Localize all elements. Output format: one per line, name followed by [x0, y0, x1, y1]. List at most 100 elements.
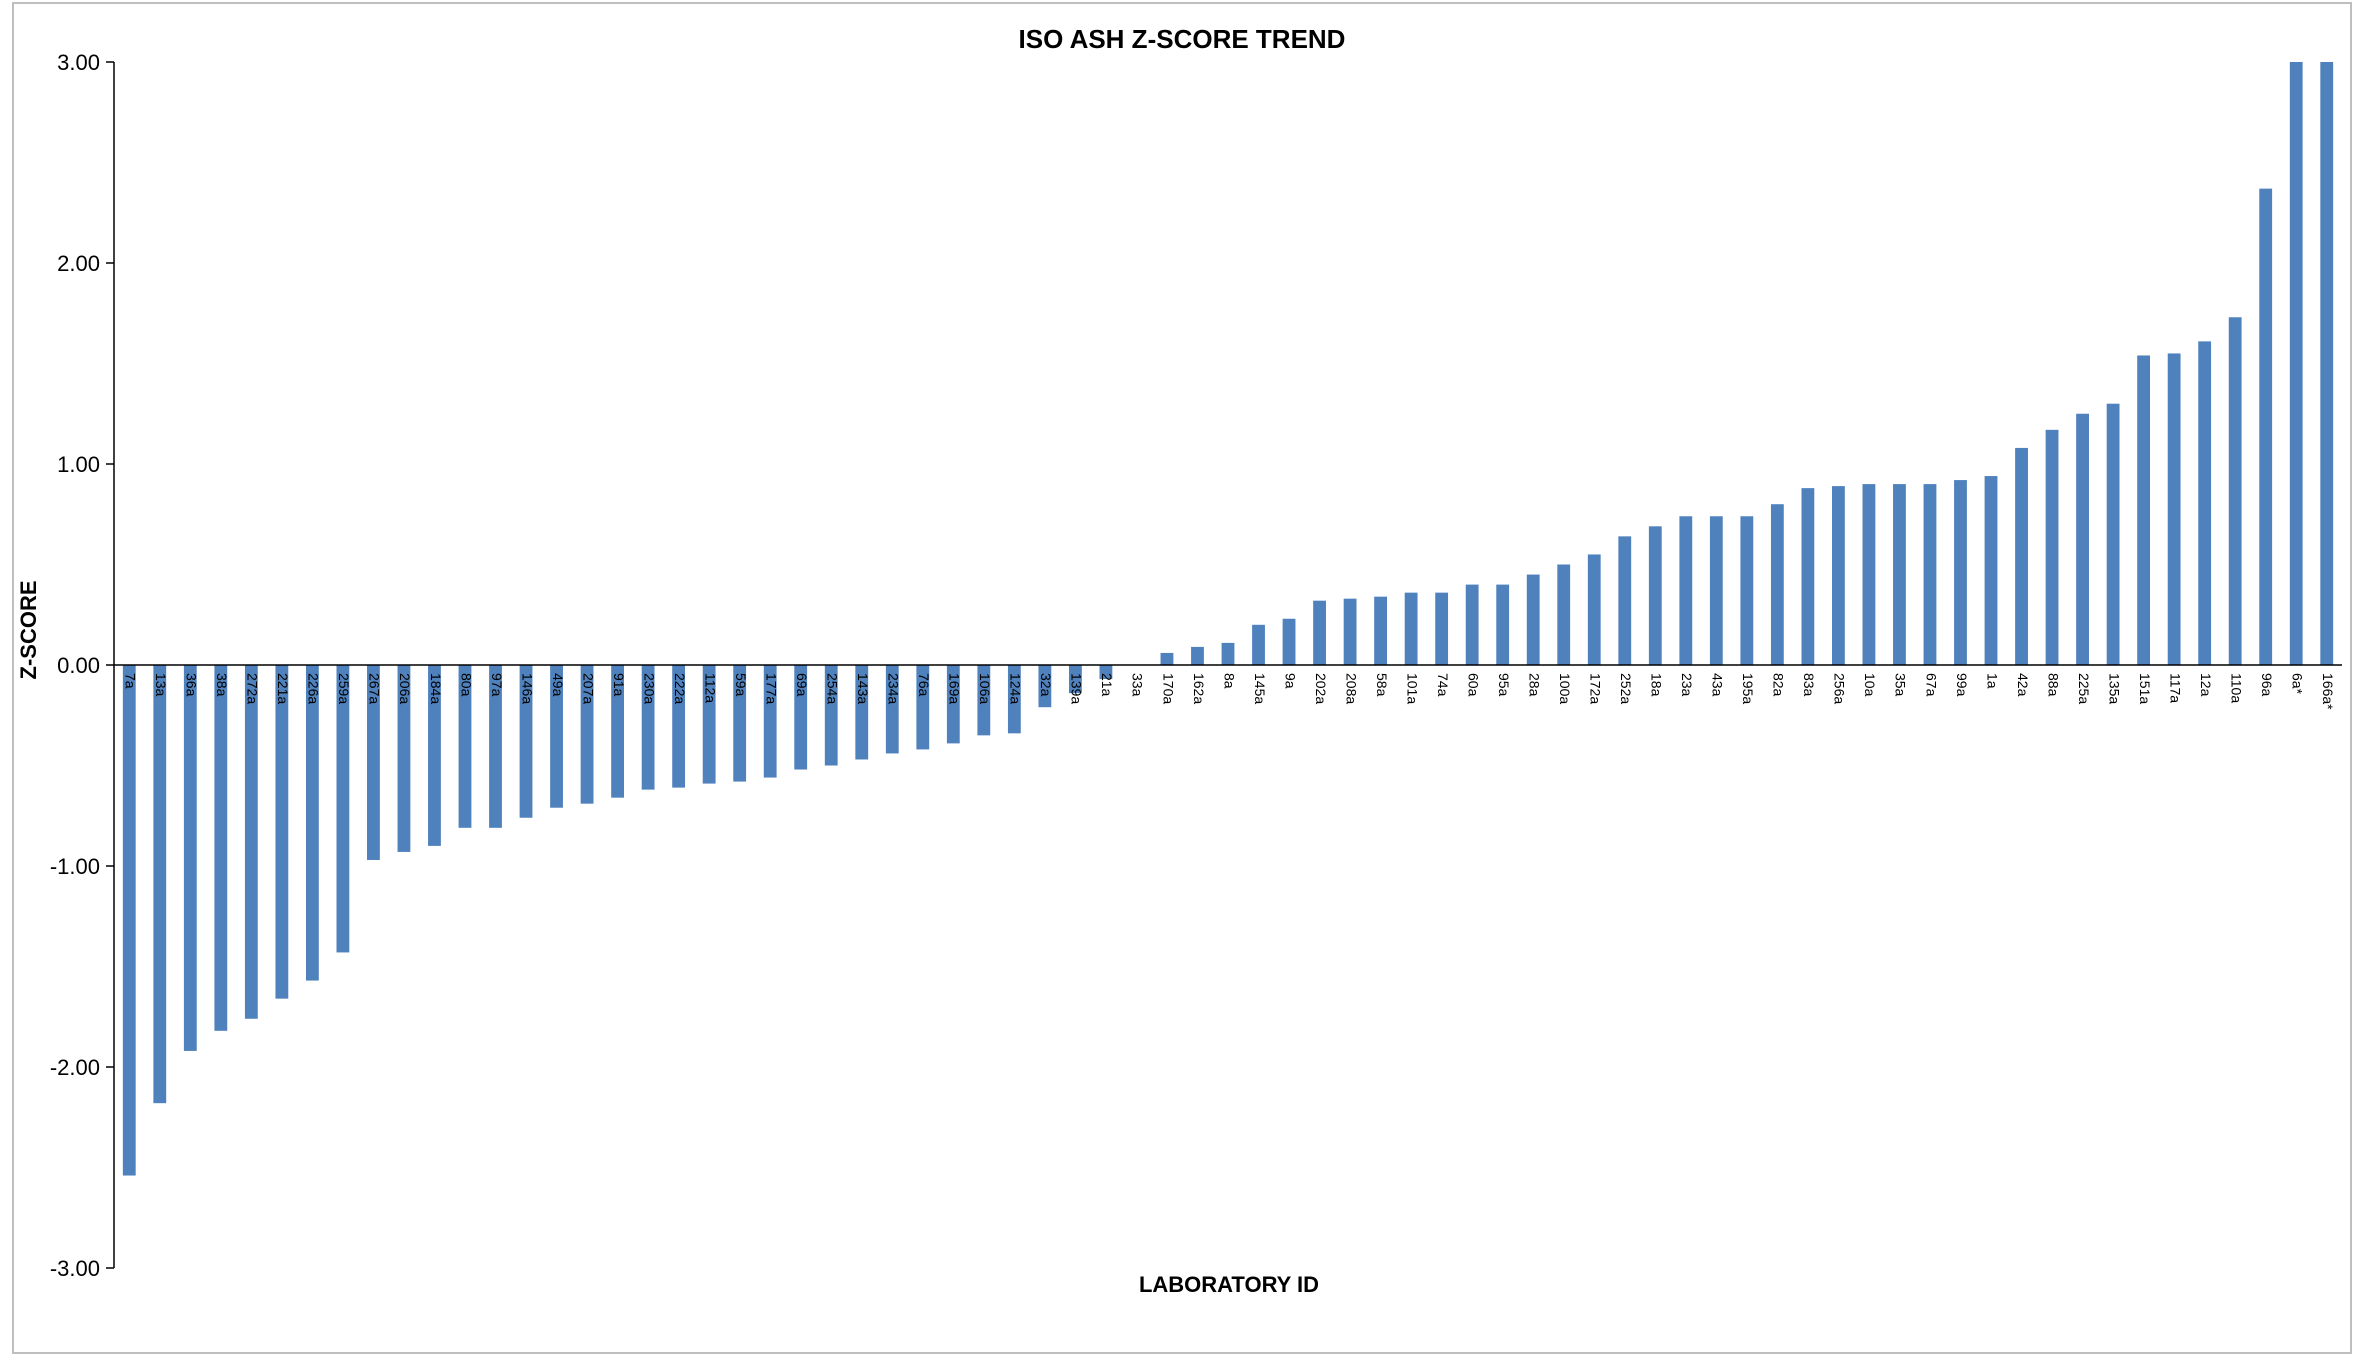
bar-36a: [183, 665, 197, 1051]
bar-58a: [1374, 596, 1388, 665]
x-tick-label: 254a: [825, 673, 841, 704]
bar-259a: [336, 665, 350, 953]
x-tick-label: 42a: [2015, 673, 2031, 697]
bar-43a: [1709, 516, 1723, 665]
y-tick-label: -3.00: [50, 1256, 100, 1281]
bar-67a: [1923, 484, 1937, 665]
bar-12a: [2198, 341, 2212, 665]
x-tick-label: 43a: [1710, 673, 1726, 697]
bars: [122, 62, 2334, 1176]
bar-139a: [1068, 665, 1082, 694]
bar-74a: [1435, 592, 1449, 665]
x-tick-label: 21a: [1099, 673, 1115, 697]
x-tick-label: 267a: [367, 673, 383, 704]
x-tick-label: 18a: [1649, 673, 1665, 697]
bar-221a: [275, 665, 289, 999]
bar-145a: [1252, 624, 1265, 665]
x-tick-label: 195a: [1740, 673, 1756, 704]
x-tick-label: 60a: [1465, 673, 1481, 697]
bar-9a: [1282, 618, 1296, 665]
bar-162a: [1191, 646, 1204, 665]
bar-184a: [428, 665, 441, 846]
bar-7a: [122, 665, 136, 1176]
x-tick-label: 100a: [1557, 673, 1573, 704]
bar-206a: [397, 665, 411, 852]
x-tick-label: 97a: [489, 673, 505, 697]
x-tick-label: 58a: [1374, 673, 1390, 697]
bar-272a: [244, 665, 258, 1019]
x-tick-label: 234a: [886, 673, 902, 704]
x-tick-label: 139a: [1069, 673, 1085, 704]
x-tick-label: 208a: [1343, 673, 1359, 704]
x-tick-label: 256a: [1832, 673, 1848, 704]
x-tick-label: 9a: [1282, 673, 1298, 689]
bar-110a: [2228, 317, 2242, 665]
x-tick-label: 96a: [2259, 673, 2275, 697]
x-tick-label: 162a: [1191, 673, 1207, 704]
bar-99a: [1954, 480, 1967, 665]
x-tick-label: 101a: [1404, 673, 1420, 704]
x-tick-label: 7a: [123, 673, 139, 689]
bar-135a: [2106, 403, 2120, 665]
x-tick-label: 38a: [214, 673, 230, 697]
x-tick-label: 259a: [336, 673, 352, 704]
bar-177a: [763, 665, 777, 778]
bar-95a: [1496, 584, 1510, 665]
x-tick-label: 1a: [1984, 673, 2000, 689]
bar-13a: [153, 665, 167, 1104]
x-tick-label: 177a: [763, 673, 779, 704]
x-tick-label: 207a: [580, 673, 596, 704]
x-tick-label: 170a: [1160, 673, 1176, 704]
x-tick-label: 135a: [2106, 673, 2122, 704]
x-tick-label: 146a: [519, 673, 535, 704]
x-tick-label: 35a: [1893, 673, 1909, 697]
x-tick-label: 82a: [1771, 673, 1787, 697]
bar-97a: [489, 665, 502, 828]
bar-60a: [1465, 584, 1479, 665]
x-tick-label: 222a: [672, 673, 688, 704]
x-tick-label: 172a: [1588, 673, 1604, 704]
bar-38a: [214, 665, 228, 1031]
y-tick-label: -2.00: [50, 1055, 100, 1080]
bar-80a: [458, 665, 472, 828]
bar-10a: [1862, 484, 1876, 665]
bar-146a: [519, 665, 533, 818]
bar-76a: [916, 665, 930, 750]
bar-202a: [1313, 600, 1326, 665]
x-tick-label: 67a: [1923, 673, 1939, 697]
bar-166a*: [2320, 62, 2334, 665]
x-tick-label: 80a: [458, 673, 474, 697]
bar-112a: [702, 665, 716, 784]
y-tick-label: 2.00: [57, 251, 100, 276]
x-tick-label: 106a: [977, 673, 993, 704]
x-tick-label: 124a: [1008, 673, 1024, 704]
y-tick-label: 0.00: [57, 653, 100, 678]
bar-234a: [885, 665, 899, 754]
bar-124a: [1007, 665, 1021, 734]
bar-83a: [1801, 488, 1815, 665]
x-tick-label: 91a: [611, 673, 627, 697]
x-tick-label: 206a: [397, 673, 413, 704]
bar-169a: [946, 665, 960, 744]
chart-title: ISO ASH Z-SCORE TREND: [1019, 24, 1346, 54]
x-tick-label: 6a*: [2290, 673, 2306, 695]
x-tick-label: 145a: [1252, 673, 1268, 704]
x-tick-label: 23a: [1679, 673, 1695, 697]
bar-151a: [2137, 355, 2151, 665]
x-tick-label: 202a: [1313, 673, 1329, 704]
y-tick-label: -1.00: [50, 854, 100, 879]
bar-8a: [1221, 642, 1235, 665]
x-tick-label: 76a: [916, 673, 932, 697]
bar-172a: [1587, 554, 1601, 665]
x-tick-label: 117a: [2167, 673, 2183, 703]
bar-226a: [305, 665, 319, 981]
x-tick-label: 8a: [1221, 673, 1237, 689]
bar-195a: [1740, 516, 1754, 665]
bar-1a: [1984, 476, 1998, 665]
x-tick-label: 59a: [733, 673, 749, 697]
bar-230a: [641, 665, 655, 790]
x-tick-label: 184a: [428, 673, 444, 704]
x-tick-label: 28a: [1527, 673, 1543, 697]
bar-252a: [1618, 536, 1632, 665]
y-tick-label: 1.00: [57, 452, 100, 477]
